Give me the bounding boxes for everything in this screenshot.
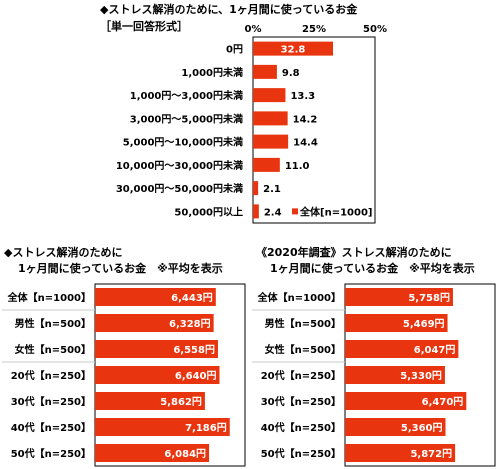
- bar: [253, 181, 259, 196]
- bar: [95, 366, 220, 384]
- data-label: 14.2: [293, 114, 318, 125]
- bar: [253, 64, 277, 79]
- category-label: 5,000円～10,000円未満: [123, 136, 243, 149]
- data-label: 6,328円: [169, 318, 211, 330]
- bar: [253, 41, 334, 56]
- category-label: 40代【n=250】: [261, 421, 341, 434]
- data-label: 6,558円: [173, 344, 215, 356]
- category-label: 30,000円～50,000円未満: [116, 182, 243, 195]
- category-label: 女性【n=500】: [265, 343, 341, 356]
- bar: [345, 288, 453, 306]
- left-chart-note: 1ヶ月間に使っているお金 ※平均を表示: [18, 262, 223, 275]
- category-label: 全体【n=1000】: [257, 291, 341, 304]
- bar: [95, 288, 216, 306]
- axis-tick-label: 25%: [302, 24, 326, 35]
- plot-frame: [252, 36, 376, 224]
- data-label: 2.1: [263, 184, 281, 195]
- category-label: 20代【n=250】: [261, 369, 341, 382]
- bar: [253, 157, 280, 172]
- data-label: 14.4: [293, 138, 318, 149]
- legend-swatch: [292, 208, 298, 215]
- category-label: 女性【n=500】: [15, 343, 91, 356]
- data-label: 13.3: [290, 91, 315, 102]
- category-label: 30代【n=250】: [261, 395, 341, 408]
- data-label: 5,862円: [160, 396, 202, 408]
- category-label: 10,000円～30,000円未満: [116, 159, 243, 172]
- bar: [345, 366, 445, 384]
- bar: [95, 314, 214, 332]
- left-chart-title: ◆ストレス解消のために: [4, 246, 123, 259]
- category-label: 1,000円未満: [181, 66, 243, 79]
- data-label: 5,469円: [403, 318, 445, 330]
- bar: [95, 340, 218, 358]
- right-chart-note: 1ヶ月間に使っているお金 ※平均を表示: [270, 262, 475, 275]
- bar: [345, 314, 448, 332]
- top-bar-chart: 0% 25% 50% 0円 32.8 1,000円未満 9.8 1,000円～3,000円未満…: [116, 24, 387, 224]
- category-label: 男性【n=500】: [265, 317, 341, 330]
- category-label: 50代【n=250】: [11, 447, 91, 460]
- category-label: 1,000円～3,000円未満: [130, 89, 243, 102]
- legend-label: 全体[n=1000]: [299, 205, 372, 218]
- data-label: 5,872円: [410, 448, 452, 460]
- bar: [253, 88, 286, 103]
- bar: [95, 418, 230, 436]
- axis-tick-label: 50%: [363, 24, 387, 35]
- data-label: 5,360円: [401, 422, 443, 434]
- bar: [345, 340, 459, 358]
- top-chart-title: ◆ストレス解消のために、1ヶ月間に使っているお金: [100, 3, 358, 16]
- bar: [253, 111, 288, 126]
- data-label: 6,470円: [422, 396, 464, 408]
- data-label: 6,084円: [164, 448, 206, 460]
- category-label: 20代【n=250】: [11, 369, 91, 382]
- bar: [345, 392, 467, 410]
- bar: [95, 392, 205, 410]
- data-label: 6,047円: [414, 344, 456, 356]
- bar: [253, 204, 259, 219]
- data-label: 7,186円: [185, 422, 227, 434]
- category-label: 3,000円～5,000円未満: [130, 112, 243, 125]
- data-label: 6,443円: [171, 292, 213, 304]
- category-label: 30代【n=250】: [11, 395, 91, 408]
- right-chart-title: 《2020年調査》ストレス解消のために: [256, 246, 452, 259]
- data-label: 11.0: [285, 161, 310, 172]
- category-label: 全体【n=1000】: [7, 291, 91, 304]
- category-label: 50代【n=250】: [261, 447, 341, 460]
- bar: [95, 444, 210, 462]
- bar: [345, 444, 456, 462]
- top-chart-subtitle: ［単一回答形式］: [100, 20, 188, 33]
- category-label: 40代【n=250】: [11, 421, 91, 434]
- category-label: 男性【n=500】: [15, 317, 91, 330]
- category-label: 0円: [226, 44, 243, 56]
- bar: [345, 418, 446, 436]
- bar: [253, 134, 289, 149]
- data-label: 5,758円: [408, 292, 450, 304]
- data-label: 32.8: [281, 45, 306, 56]
- axis-tick-label: 0%: [245, 24, 262, 35]
- data-label: 6,640円: [175, 370, 217, 382]
- data-label: 5,330円: [400, 370, 442, 382]
- data-label: 2.4: [264, 207, 282, 218]
- data-label: 9.8: [282, 68, 300, 79]
- category-label: 50,000円以上: [174, 205, 243, 218]
